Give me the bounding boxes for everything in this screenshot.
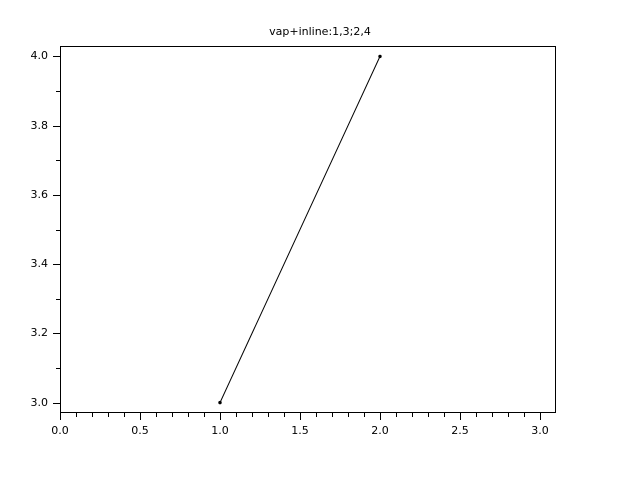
x-tick (236, 413, 237, 417)
y-tick (53, 403, 60, 404)
x-tick (108, 413, 109, 417)
x-tick-label: 2.0 (371, 424, 389, 437)
x-tick (396, 413, 397, 417)
x-tick (316, 413, 317, 417)
x-tick (156, 413, 157, 417)
x-tick (524, 413, 525, 417)
x-tick (348, 413, 349, 417)
x-tick (172, 413, 173, 417)
x-tick (220, 413, 221, 420)
y-tick (53, 195, 60, 196)
x-tick (492, 413, 493, 417)
x-tick (300, 413, 301, 420)
plot-frame (60, 46, 556, 413)
y-tick (53, 264, 60, 265)
x-tick (332, 413, 333, 417)
x-tick (76, 413, 77, 417)
x-tick-label: 3.0 (531, 424, 549, 437)
x-tick (540, 413, 541, 420)
x-tick (444, 413, 445, 417)
y-tick (53, 56, 60, 57)
plot-area (61, 47, 555, 412)
x-tick (268, 413, 269, 417)
x-tick (380, 413, 381, 420)
x-tick (284, 413, 285, 417)
x-tick-label: 1.0 (211, 424, 229, 437)
x-tick (508, 413, 509, 417)
x-tick (204, 413, 205, 417)
x-tick-label: 1.5 (291, 424, 309, 437)
x-tick (60, 413, 61, 420)
x-tick (124, 413, 125, 417)
x-tick (252, 413, 253, 417)
x-tick-label: 2.5 (451, 424, 469, 437)
y-tick (53, 333, 60, 334)
chart-title: vap+inline:1,3;2,4 (269, 25, 371, 38)
x-tick-label: 0.5 (131, 424, 149, 437)
x-tick (364, 413, 365, 417)
y-tick-label: 3.4 (30, 257, 49, 270)
x-tick (428, 413, 429, 417)
y-tick-label: 3.0 (30, 396, 49, 409)
y-tick (56, 368, 60, 369)
y-tick (56, 160, 60, 161)
y-tick-label: 3.2 (30, 326, 49, 339)
x-tick (460, 413, 461, 420)
x-tick (92, 413, 93, 417)
y-tick (53, 126, 60, 127)
y-tick-label: 3.8 (30, 119, 49, 132)
y-tick-label: 3.6 (30, 188, 49, 201)
x-tick (412, 413, 413, 417)
y-tick (56, 91, 60, 92)
y-tick (56, 230, 60, 231)
y-tick-label: 4.0 (30, 49, 49, 62)
y-tick (56, 299, 60, 300)
x-tick (476, 413, 477, 417)
x-tick-label: 0.0 (51, 424, 69, 437)
x-tick (188, 413, 189, 417)
x-tick (140, 413, 141, 420)
